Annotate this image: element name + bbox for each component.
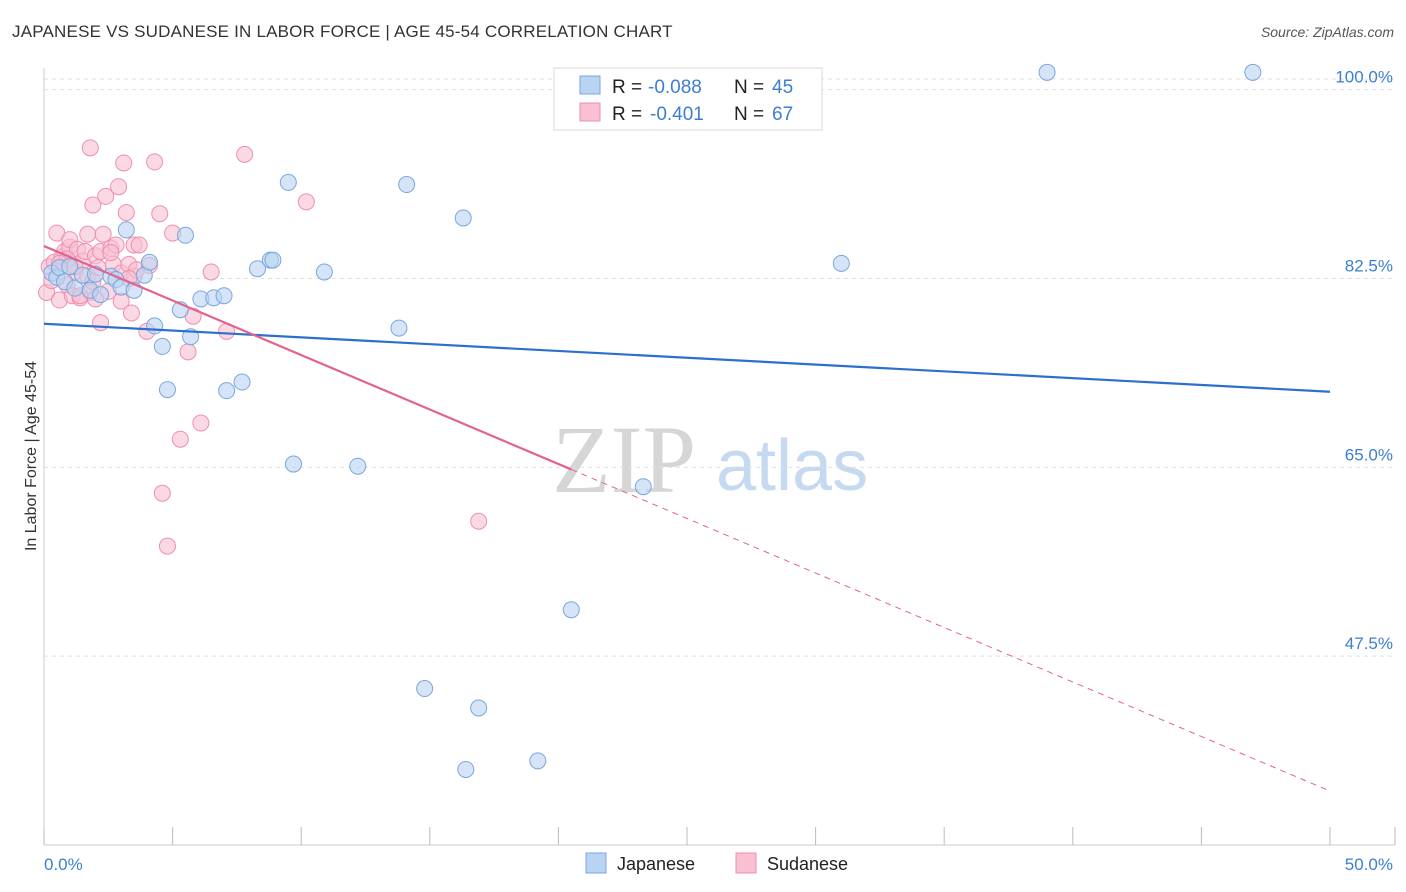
sudanese-point: [470, 512, 488, 530]
japanese-trend-line: [43, 322, 1331, 393]
sudanese-point: [179, 343, 197, 361]
japanese-point: [248, 260, 266, 278]
series-legend-swatch-japanese: [585, 852, 607, 874]
grid: [44, 78, 1395, 657]
y-tick-labels: 47.5% 65.0% 82.5% 100.0%: [1335, 68, 1393, 654]
sudanese-point: [81, 139, 99, 157]
y-tick-label: 82.5%: [1345, 256, 1393, 275]
legend-n-value-japanese: 45: [772, 77, 793, 98]
legend-r-label-sudanese: R =: [612, 104, 642, 125]
japanese-point: [140, 253, 158, 271]
trend-lines: [43, 245, 1331, 792]
japanese-point: [416, 680, 434, 698]
sudanese-point: [102, 244, 120, 262]
japanese-point: [284, 455, 302, 473]
sudanese-point: [192, 414, 210, 432]
japanese-point: [832, 254, 850, 272]
legend-swatch-sudanese: [579, 102, 601, 122]
legend-n-label-sudanese: N =: [734, 104, 764, 125]
sudanese-point: [122, 304, 140, 322]
sudanese-point: [92, 314, 110, 332]
sudanese-point: [202, 263, 220, 281]
japanese-point: [1038, 63, 1056, 81]
japanese-point: [454, 209, 472, 227]
japanese-point: [92, 286, 110, 304]
sudanese-point: [115, 154, 133, 172]
x-ticks: [43, 827, 1396, 845]
sudanese-point: [117, 204, 135, 222]
japanese-point: [153, 337, 171, 355]
y-axis-title: In Labor Force | Age 45-54: [23, 361, 40, 551]
sudanese-trend-extension: [571, 468, 1331, 792]
axes: [43, 68, 1395, 846]
japanese-point: [146, 317, 164, 335]
legend-r-value-japanese: -0.088: [648, 77, 702, 98]
series-legend: Japanese Sudanese: [585, 852, 848, 874]
sudanese-point: [171, 430, 189, 448]
watermark: ZIP atlas: [552, 406, 868, 513]
japanese-point: [279, 173, 297, 191]
sudanese-trend-line: [43, 245, 572, 471]
japanese-point: [1244, 63, 1262, 81]
watermark-atlas: atlas: [716, 426, 868, 506]
sudanese-point: [110, 178, 128, 196]
chart-title: JAPANESE VS SUDANESE IN LABOR FORCE | AG…: [12, 22, 673, 41]
sudanese-point: [130, 236, 148, 254]
japanese-point: [215, 287, 233, 305]
y-tick-label: 65.0%: [1345, 445, 1393, 464]
japanese-point: [349, 457, 367, 475]
sudanese-point: [297, 193, 315, 211]
japanese-point: [562, 601, 580, 619]
series-legend-label-sudanese: Sudanese: [767, 854, 848, 874]
x-tick-label: 50.0%: [1345, 855, 1393, 874]
series-legend-swatch-sudanese: [735, 852, 757, 874]
japanese-point: [61, 258, 79, 276]
correlation-legend: R = -0.088 N = 45 R = -0.401 N = 67: [553, 67, 823, 131]
sudanese-point: [94, 225, 112, 243]
y-tick-label: 100.0%: [1335, 68, 1393, 87]
japanese-point: [315, 263, 333, 281]
japanese-point: [218, 382, 236, 400]
japanese-point: [264, 251, 282, 269]
sudanese-point: [236, 145, 254, 163]
legend-n-value-sudanese: 67: [772, 104, 793, 125]
japanese-point: [233, 373, 251, 391]
legend-swatch-japanese: [579, 75, 601, 95]
series-legend-label-japanese: Japanese: [617, 854, 695, 874]
legend-r-label-japanese: R =: [612, 77, 642, 98]
source-label: Source: ZipAtlas.com: [1260, 24, 1394, 40]
sudanese-point: [79, 225, 97, 243]
sudanese-point: [84, 196, 102, 214]
japanese-point: [457, 760, 475, 778]
watermark-zip: ZIP: [552, 406, 696, 513]
sudanese-point: [153, 484, 171, 502]
sudanese-point: [158, 537, 176, 555]
sudanese-point: [97, 187, 115, 205]
japanese-point: [176, 226, 194, 244]
x-tick-labels: 0.0% 50.0%: [44, 855, 1393, 874]
sudanese-point: [151, 205, 169, 223]
sudanese-point: [146, 153, 164, 171]
data-points: [38, 63, 1262, 778]
japanese-point: [158, 381, 176, 399]
japanese-point: [470, 699, 488, 717]
legend-r-value-sudanese: -0.401: [650, 104, 704, 125]
japanese-point: [398, 176, 416, 194]
x-tick-label: 0.0%: [44, 855, 83, 874]
y-tick-label: 47.5%: [1345, 634, 1393, 653]
japanese-point: [634, 478, 652, 496]
legend-n-label-japanese: N =: [734, 77, 764, 98]
japanese-point: [117, 221, 135, 239]
japanese-point: [529, 752, 547, 770]
japanese-point: [390, 319, 408, 337]
